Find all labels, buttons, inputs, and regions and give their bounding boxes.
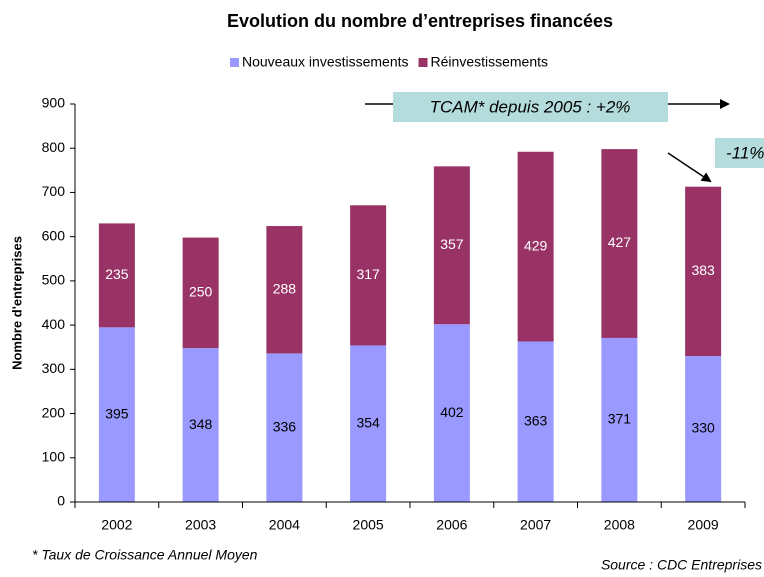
annotation-box (715, 138, 764, 168)
data-label: 330 (691, 420, 715, 436)
annotation-box (393, 92, 668, 122)
y-tick-label: 0 (57, 493, 65, 509)
data-label: 348 (189, 416, 213, 432)
legend-label: Nouveaux investissements (242, 54, 409, 70)
data-label: 235 (105, 266, 129, 282)
data-label: 429 (524, 237, 548, 253)
x-tick-label: 2008 (604, 517, 635, 533)
y-tick-label: 800 (42, 139, 66, 155)
bar-segment (685, 186, 722, 357)
x-tick-label: 2007 (520, 517, 551, 533)
data-label: 402 (440, 404, 464, 420)
data-label: 250 (189, 284, 213, 300)
bar-segment (350, 345, 387, 502)
y-tick-label: 300 (42, 360, 66, 376)
data-label: 357 (440, 236, 464, 252)
legend-swatch (230, 58, 239, 67)
bar-segment (266, 353, 303, 502)
data-label: 354 (356, 414, 380, 430)
x-tick-label: 2004 (269, 517, 300, 533)
bar-segment (601, 337, 638, 502)
bar-segment (182, 348, 219, 502)
data-label: 383 (691, 262, 715, 278)
x-tick-label: 2003 (185, 517, 216, 533)
bar-segment (433, 166, 470, 325)
data-label: 395 (105, 405, 129, 421)
annotation-arrow (667, 152, 712, 183)
bar-segment (517, 151, 554, 342)
footnote: * Taux de Croissance Annuel Moyen (32, 547, 258, 563)
bar-segment (685, 356, 722, 502)
x-tick-label: 2005 (353, 517, 384, 533)
y-tick-label: 900 (42, 95, 66, 111)
y-tick-label: 200 (42, 404, 66, 420)
x-tick-label: 2002 (101, 517, 132, 533)
legend-label: Réinvestissements (431, 54, 549, 70)
data-label: 317 (356, 266, 380, 282)
y-tick-label: 700 (42, 183, 66, 199)
data-label: 363 (524, 412, 548, 428)
data-label: 371 (608, 411, 632, 427)
bar-segment (433, 324, 470, 502)
source: Source : CDC Entreprises (601, 557, 762, 573)
y-tick-label: 500 (42, 272, 66, 288)
y-axis-title: Nombre d'entreprises (9, 236, 24, 370)
bar-segment (350, 205, 387, 346)
y-tick-label: 400 (42, 316, 66, 332)
chart-title: Evolution du nombre d’entreprises financ… (227, 11, 613, 31)
x-tick-label: 2006 (436, 517, 467, 533)
bar-segment (182, 237, 219, 349)
legend-swatch (418, 58, 428, 67)
annotation: TCAM* depuis 2005 : +2% (430, 97, 631, 116)
y-tick-label: 600 (42, 227, 66, 243)
data-label: 336 (273, 418, 297, 434)
bar-segment (517, 341, 554, 502)
bar-segment (601, 149, 638, 338)
annotation: -11% (726, 143, 764, 162)
bar-segment (98, 223, 135, 328)
x-tick-label: 2009 (688, 517, 719, 533)
data-label: 427 (608, 234, 632, 250)
y-tick-label: 100 (42, 448, 66, 464)
bar-segment (266, 226, 303, 354)
data-label: 288 (273, 280, 297, 296)
bar-segment (98, 327, 135, 502)
